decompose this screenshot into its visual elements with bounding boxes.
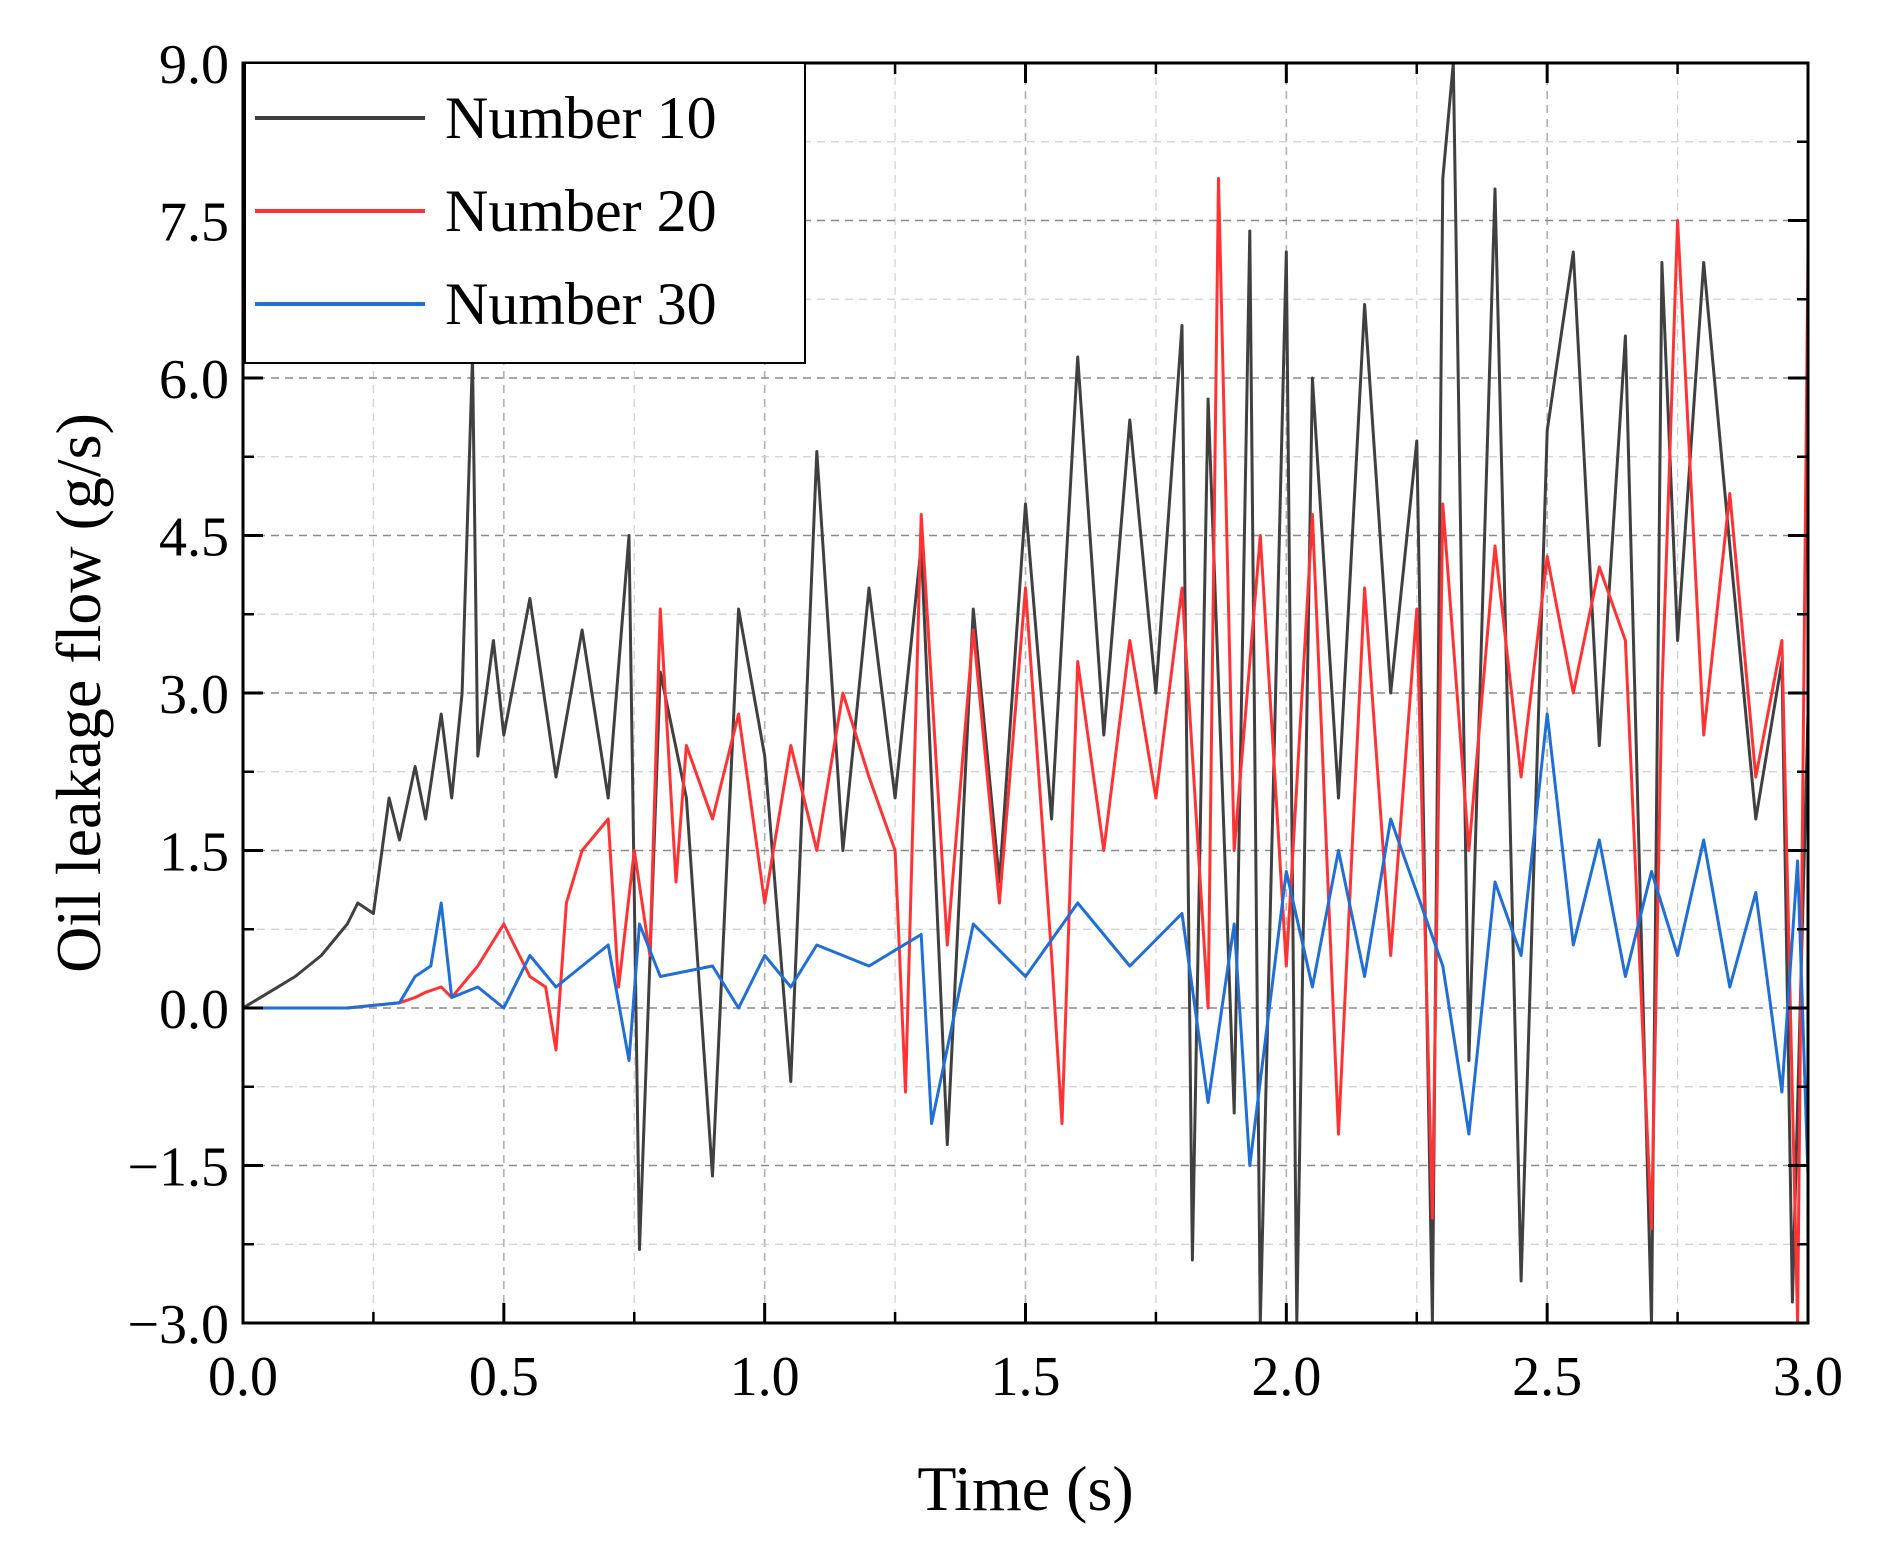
y-tick-label: 6.0	[159, 349, 229, 411]
legend-label: Number 30	[445, 271, 717, 337]
x-tick-label: 0.5	[469, 1346, 539, 1408]
y-tick-label: −3.0	[127, 1294, 229, 1356]
y-tick-label: 3.0	[159, 664, 229, 726]
x-tick-label: 0.0	[208, 1346, 278, 1408]
x-tick-label: 2.0	[1251, 1346, 1321, 1408]
x-axis-title: Time (s)	[917, 1453, 1133, 1524]
legend: Number 10 Number 20 Number 30	[244, 62, 806, 364]
series-layer	[243, 63, 1808, 1323]
x-tick-label: 1.0	[730, 1346, 800, 1408]
series-line-3	[243, 712, 1808, 1177]
series-line-2	[243, 177, 1808, 1323]
y-tick-label: 4.5	[159, 507, 229, 569]
y-tick-label: 9.0	[159, 34, 229, 96]
y-axis-title: Oil leakage flow (g/s)	[43, 413, 114, 973]
y-tick-label: 7.5	[159, 192, 229, 254]
legend-label: Number 20	[445, 178, 717, 244]
y-tick-label: 0.0	[159, 979, 229, 1041]
series-line-1	[243, 63, 1808, 1323]
y-tick-label: 1.5	[159, 822, 229, 884]
legend-label: Number 10	[445, 85, 717, 151]
x-tick-label: 1.5	[991, 1346, 1061, 1408]
x-tick-label: 3.0	[1773, 1346, 1843, 1408]
tick-labels: 0.0 0.5 1.0 1.5 2.0 2.5 3.0 −3.0 −1.5 0.0 1.5 3.0 4.…	[127, 34, 1843, 1408]
x-tick-label: 2.5	[1512, 1346, 1582, 1408]
y-tick-label: −1.5	[127, 1137, 229, 1199]
